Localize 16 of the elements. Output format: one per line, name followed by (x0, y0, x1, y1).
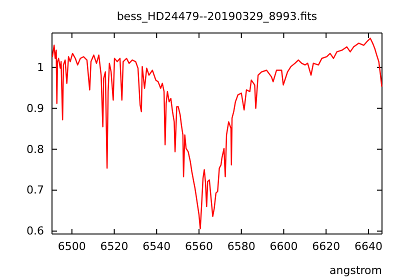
y-tick-label: 1 (37, 60, 44, 74)
chart-title: bess_HD24479--20190329_8993.fits (116, 10, 318, 23)
x-tick-label: 6500 (58, 240, 86, 253)
x-tick-label: 6540 (142, 240, 171, 253)
x-tick-label: 6580 (227, 240, 256, 253)
x-tick-label: 6640 (354, 240, 382, 253)
x-tick-label: 6560 (184, 240, 213, 253)
line-series (52, 38, 382, 230)
y-tick-label: 0.6 (26, 224, 44, 238)
y-tick-label: 0.7 (26, 184, 44, 197)
x-tick-label: 6620 (312, 240, 340, 253)
x-tick-label: 6520 (100, 240, 128, 253)
x-tick-label: 6600 (270, 240, 298, 253)
y-tick-label: 0.8 (26, 142, 44, 156)
x-axis-title: angstrom (330, 264, 382, 277)
y-tick-label: 0.9 (26, 102, 44, 115)
